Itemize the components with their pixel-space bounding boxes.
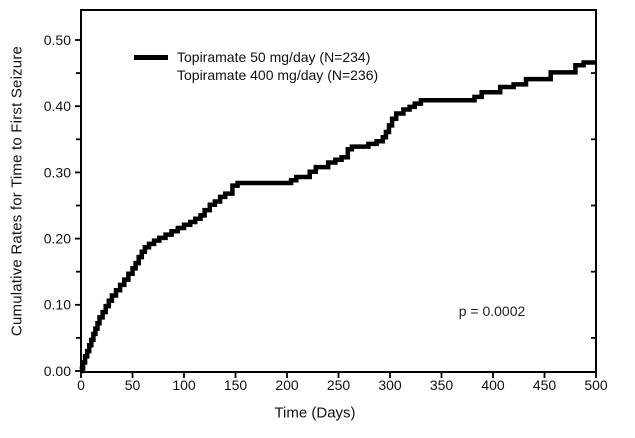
y-tick-label: 0.20 <box>44 231 71 247</box>
y-tick-label: 0.10 <box>44 297 71 313</box>
x-tick-label: 350 <box>430 377 454 393</box>
x-tick-label: 500 <box>584 377 608 393</box>
x-axis-title: Time (Days) <box>274 404 356 422</box>
y-tick-label: 0.30 <box>44 164 71 180</box>
legend-label-topiramate-400: Topiramate 400 mg/day (N=236) <box>177 67 379 83</box>
x-tick-label: 150 <box>224 377 248 393</box>
survival-step-curve <box>79 60 596 374</box>
x-tick-label: 50 <box>125 377 141 393</box>
y-tick-label: 0.40 <box>44 98 71 114</box>
x-tick-label: 200 <box>275 377 299 393</box>
p-value-annotation: p = 0.0002 <box>458 303 526 319</box>
legend: Topiramate 50 mg/day (N=234) Topiramate … <box>134 48 378 84</box>
legend-entry-topiramate-400: Topiramate 400 mg/day (N=236) <box>134 66 378 84</box>
y-axis-title: Cumulative Rates for Time to First Seizu… <box>8 45 26 337</box>
x-tick-label: 100 <box>172 377 196 393</box>
x-tick-label: 400 <box>481 377 505 393</box>
x-tick-label: 450 <box>533 377 557 393</box>
y-tick-label: 0.50 <box>44 32 71 48</box>
legend-line-sample-empty <box>134 73 168 78</box>
legend-label-topiramate-50: Topiramate 50 mg/day (N=234) <box>177 49 371 65</box>
legend-line-sample-icon <box>134 54 168 60</box>
x-tick-label: 300 <box>378 377 402 393</box>
y-tick-label: 0.00 <box>44 363 71 379</box>
legend-entry-topiramate-50: Topiramate 50 mg/day (N=234) <box>134 48 378 66</box>
x-tick-label: 0 <box>77 377 85 393</box>
x-tick-label: 250 <box>327 377 351 393</box>
